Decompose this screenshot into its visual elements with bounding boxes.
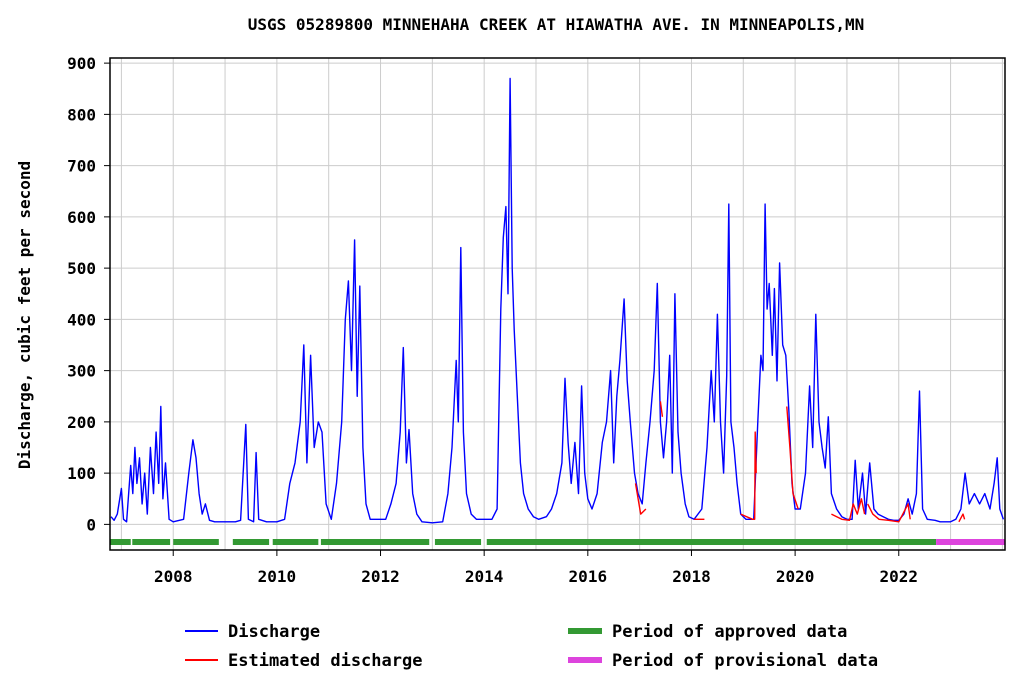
y-tick-label: 400	[67, 310, 96, 329]
y-tick-label: 600	[67, 208, 96, 227]
y-tick-label: 900	[67, 54, 96, 73]
chart-title: USGS 05289800 MINNEHAHA CREEK AT HIAWATH…	[248, 15, 865, 34]
series-layer	[110, 77, 1005, 524]
estimated-discharge-line	[867, 503, 911, 523]
legend-label-provisional: Period of provisional data	[612, 651, 878, 671]
y-tick-label: 800	[67, 105, 96, 124]
x-tick-label: 2012	[361, 567, 400, 586]
plot-frame	[109, 57, 1006, 551]
y-tick-label: 300	[67, 362, 96, 381]
x-tick-label: 2020	[776, 567, 815, 586]
estimated-discharge-line	[740, 431, 757, 520]
discharge-line	[110, 77, 1005, 524]
x-tick-label: 2022	[879, 567, 918, 586]
grid	[104, 58, 1005, 556]
x-tick-label: 2018	[672, 567, 711, 586]
estimated-discharge-line	[659, 401, 664, 417]
estimated-discharge-line	[958, 513, 966, 523]
y-tick-label: 200	[67, 413, 96, 432]
x-tick-label: 2010	[258, 567, 297, 586]
x-tick-label: 2016	[569, 567, 608, 586]
x-tick-label: 2008	[154, 567, 193, 586]
estimated-discharge-line	[831, 498, 866, 521]
legend-label-estimated: Estimated discharge	[228, 651, 422, 671]
legend-label-discharge: Discharge	[228, 622, 320, 642]
y-axis-label: Discharge, cubic feet per second	[15, 161, 34, 469]
x-tick-label: 2014	[465, 567, 504, 586]
y-tick-label: 700	[67, 157, 96, 176]
legend-label-approved: Period of approved data	[612, 622, 847, 642]
estimated-discharge-line	[634, 483, 647, 515]
y-tick-label: 0	[86, 515, 96, 534]
y-tick-label: 500	[67, 259, 96, 278]
x-tick-labels: 2008 2010 2012 2014 2016 2018 2020 2022	[154, 567, 918, 586]
estimated-discharge-line	[786, 406, 799, 510]
legend: Discharge Estimated discharge Period of …	[185, 622, 878, 671]
y-tick-label: 100	[67, 464, 96, 483]
y-tick-labels: 0 100 200 300 400 500 600 700 800 900	[67, 54, 96, 534]
